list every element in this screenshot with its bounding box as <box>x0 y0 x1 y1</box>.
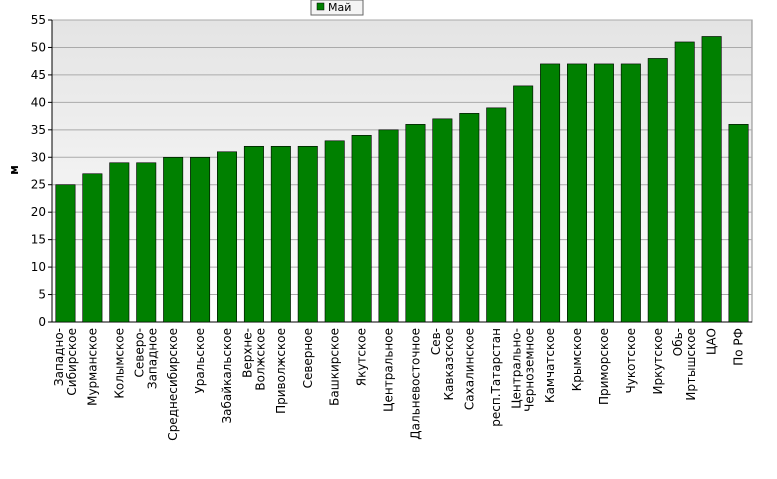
bar <box>432 118 453 323</box>
y-tick-label: 45 <box>31 68 46 82</box>
x-tick-label: Западно-Сибирское <box>52 328 79 396</box>
x-tick-label: По РФ <box>732 328 746 366</box>
bar <box>540 63 561 323</box>
bar <box>728 124 749 323</box>
x-tick-label: Крымское <box>570 328 584 391</box>
x-tick-label: респ.Татарстан <box>489 328 503 427</box>
bar <box>486 107 507 323</box>
y-tick-label: 5 <box>38 288 46 302</box>
bar <box>55 184 76 323</box>
legend-label: Май <box>328 1 351 14</box>
x-tick-label: Камчатское <box>543 328 557 403</box>
bar <box>351 135 372 323</box>
bar <box>647 58 668 323</box>
x-tick-label: Уральское <box>193 328 207 394</box>
x-tick-label: ЦАО <box>705 328 719 355</box>
x-tick-label: Колымское <box>112 328 126 399</box>
x-tick-label: Иркутское <box>651 328 665 395</box>
x-tick-label: Обь-Иртышское <box>671 328 698 401</box>
x-tick-label: Центральное <box>382 328 396 412</box>
bar <box>270 145 291 323</box>
x-tick-label: Якутское <box>355 328 369 386</box>
bar <box>243 145 264 323</box>
x-tick-label: Приволжское <box>274 328 288 414</box>
x-tick-label: Центрально-Черноземное <box>510 328 537 412</box>
plot-area <box>51 19 753 323</box>
y-tick-label: 0 <box>38 315 46 329</box>
bar <box>324 140 345 323</box>
bar <box>136 162 157 323</box>
bar <box>109 162 130 323</box>
bar <box>190 156 211 323</box>
x-tick-label: Северо-Западное <box>133 328 160 389</box>
y-tick-label: 50 <box>31 40 46 54</box>
bar <box>459 113 480 323</box>
bar <box>701 36 722 323</box>
bar <box>513 85 534 323</box>
x-tick-label: Сев-Кавказское <box>429 328 456 401</box>
x-tick-label: Башкирское <box>328 328 342 406</box>
x-tick-label: Приморское <box>597 328 611 405</box>
x-tick-label: Верхне-Волжское <box>240 328 267 391</box>
x-tick-label: Забайкальское <box>220 328 234 424</box>
bar <box>297 145 318 323</box>
y-tick-label: 25 <box>31 178 46 192</box>
x-tick-label: Чукотское <box>624 328 638 393</box>
legend-swatch <box>316 2 325 11</box>
bar <box>593 63 614 323</box>
y-tick-label: 15 <box>31 233 46 247</box>
bar <box>405 124 426 323</box>
bar <box>163 156 184 323</box>
x-tick-label: Среднесибирское <box>166 328 180 441</box>
bar <box>378 129 399 323</box>
bar <box>674 41 695 323</box>
y-tick-label: 55 <box>31 13 46 27</box>
bar <box>82 173 103 323</box>
x-tick-label: Дальневосточное <box>408 328 422 440</box>
y-tick-label: 10 <box>31 260 46 274</box>
x-tick-label: Мурманское <box>85 328 99 406</box>
bar <box>217 151 237 323</box>
y-tick-label: 20 <box>31 205 46 219</box>
x-tick-label: Сахалинское <box>462 328 476 410</box>
y-tick-label: 40 <box>31 95 46 109</box>
x-tick-label: Северное <box>301 328 315 388</box>
bar <box>567 63 587 323</box>
y-tick-label: 35 <box>31 123 46 137</box>
bar <box>620 63 641 323</box>
y-axis-label: м <box>7 165 21 175</box>
y-tick-label: 30 <box>31 150 46 164</box>
